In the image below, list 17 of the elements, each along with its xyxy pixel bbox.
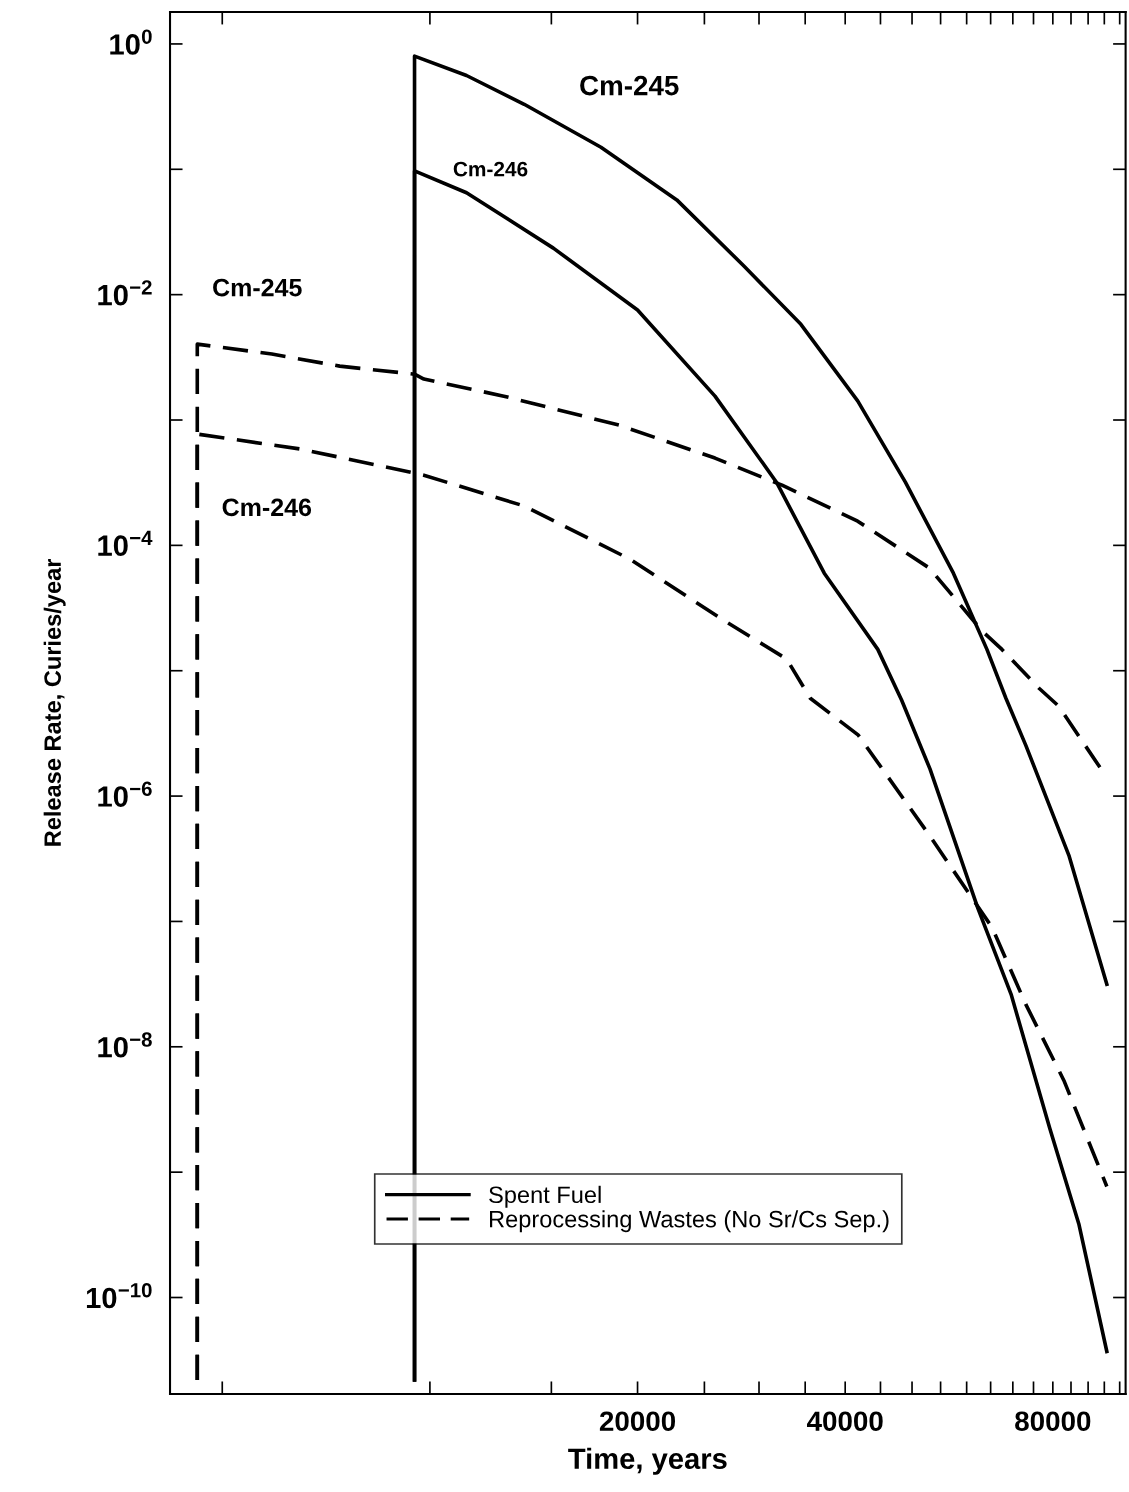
legend-label: Reprocessing Wastes (No Sr/Cs Sep.) — [490, 1210, 889, 1233]
x-tick-label: 80000 — [1015, 1411, 1091, 1432]
y-tick-label: 10$^{−10}$ — [86, 1282, 152, 1309]
y-tick-label: 10$^{−8}$ — [98, 1032, 152, 1058]
y-tick-label: 10$^{0}$ — [110, 29, 152, 55]
annotation: Cm-245 — [580, 75, 679, 96]
y-tick-label: 10$^{−6}$ — [98, 781, 152, 807]
x-tick-label: 20000 — [599, 1411, 676, 1432]
annotation: Cm-246 — [222, 498, 312, 517]
x-tick-label: 40000 — [806, 1411, 883, 1432]
y-tick-label: 10$^{−4}$ — [98, 530, 153, 556]
y-axis-title: Release Rate, Curies/year — [43, 558, 66, 846]
legend-label: Spent Fuel — [489, 1185, 601, 1208]
annotation: Cm-246 — [453, 161, 528, 177]
y-tick-label: 10$^{−2}$ — [98, 280, 152, 306]
x-axis-title: Time, years — [568, 1447, 727, 1475]
annotation: Cm-245 — [213, 278, 302, 297]
